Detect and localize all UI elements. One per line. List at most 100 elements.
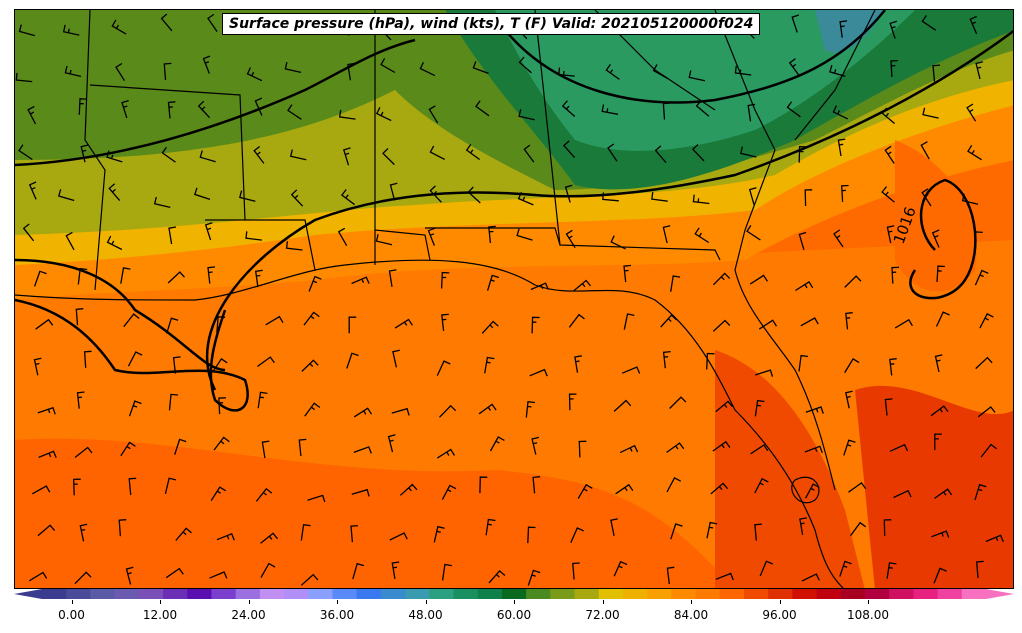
wind-barb	[613, 399, 632, 412]
wind-barb	[289, 149, 307, 161]
wind-barb	[568, 393, 577, 411]
wind-barb	[961, 193, 979, 205]
wind-barb	[841, 184, 849, 202]
wind-barb	[167, 271, 185, 284]
wind-barb	[715, 400, 733, 413]
wind-barb	[532, 476, 541, 494]
wind-barb	[527, 526, 536, 544]
wind-barb	[804, 189, 813, 207]
wind-barb	[525, 400, 535, 418]
wind-barb	[338, 109, 356, 120]
wind-barb	[57, 189, 75, 202]
wind-barb	[419, 62, 436, 77]
wind-barb	[798, 354, 809, 372]
wind-barb	[172, 356, 181, 374]
wind-barb	[441, 313, 449, 331]
wind-barb	[798, 146, 807, 163]
wind-barb	[193, 187, 211, 201]
colorbar-scale	[14, 589, 1014, 599]
wind-barb	[28, 181, 37, 200]
wind-barb	[175, 527, 192, 541]
wind-barb	[652, 64, 668, 79]
colorbar-tick	[337, 600, 338, 604]
wind-barb	[839, 560, 852, 577]
wind-barb	[662, 225, 671, 244]
colorbar-segment	[308, 589, 333, 599]
wind-barb	[936, 265, 945, 283]
wind-barb	[800, 317, 819, 327]
wind-barb	[886, 225, 895, 244]
wind-barb	[216, 316, 226, 333]
wind-barb	[922, 107, 939, 119]
wind-barb	[254, 269, 263, 288]
colorbar-segment	[332, 589, 358, 599]
colorbar-over-arrow	[986, 589, 1014, 599]
wind-barb	[934, 433, 942, 451]
wind-barb	[353, 446, 372, 454]
colorbar-segment	[187, 589, 212, 599]
wind-barb	[353, 407, 373, 418]
wind-barb	[346, 352, 359, 369]
wind-barb	[562, 140, 576, 159]
colorbar-tick	[868, 600, 869, 604]
wind-barb	[255, 487, 273, 502]
colorbar	[14, 588, 1014, 600]
wind-barb	[850, 521, 867, 536]
wind-barb	[441, 484, 457, 500]
wind-barb	[931, 229, 940, 248]
wind-barb	[392, 349, 400, 368]
wind-barb	[974, 483, 987, 501]
wind-barb	[975, 61, 984, 80]
wind-barb	[37, 524, 56, 537]
wind-barb	[106, 150, 123, 163]
colorbar-segment	[913, 589, 939, 599]
wind-barb	[666, 477, 682, 493]
wind-barb	[121, 99, 129, 119]
wind-barb	[973, 231, 983, 248]
wind-barb	[211, 357, 228, 373]
wind-barb	[478, 403, 497, 415]
temperature-map: 1016	[15, 10, 1013, 588]
wind-barb	[845, 390, 853, 409]
wind-barb	[694, 227, 710, 244]
wind-barb	[666, 442, 685, 453]
wind-barb	[439, 404, 457, 418]
wind-barb	[750, 444, 769, 455]
colorbar-segment	[477, 589, 503, 599]
wind-barb	[805, 406, 824, 414]
map-title: Surface pressure (hPa), wind (kts), T (F…	[222, 13, 761, 35]
wind-barb	[204, 222, 213, 241]
wind-barb	[485, 518, 496, 536]
wind-barb	[884, 398, 893, 416]
wind-barb	[80, 144, 89, 163]
wind-barb	[975, 356, 993, 370]
wind-barb	[921, 15, 937, 31]
wind-barb	[351, 488, 370, 497]
wind-barb	[833, 229, 844, 248]
wind-barb	[163, 62, 172, 80]
wind-barb	[488, 569, 506, 584]
wind-barb	[74, 571, 92, 585]
wind-barb	[712, 440, 731, 452]
wind-barb	[300, 573, 319, 586]
wind-barb	[754, 523, 762, 541]
wind-barb	[239, 190, 256, 202]
wind-barb	[558, 67, 575, 77]
colorbar-segment	[961, 589, 987, 599]
colorbar-segment	[647, 589, 672, 599]
wind-barb	[715, 572, 734, 581]
colorbar-tick-label: 108.00	[847, 608, 889, 622]
wind-barb	[307, 494, 326, 503]
wind-barb	[382, 147, 395, 166]
wind-barb	[351, 276, 370, 285]
wind-barb	[108, 183, 121, 202]
wind-barb	[881, 186, 895, 203]
colorbar-tick	[602, 600, 604, 604]
wind-barb	[893, 489, 912, 499]
wind-barb	[706, 521, 718, 539]
wind-barb	[518, 109, 535, 121]
colorbar-segment	[163, 589, 188, 599]
wind-barb	[209, 571, 228, 579]
wind-barb	[340, 189, 356, 206]
wind-barb	[572, 562, 580, 580]
